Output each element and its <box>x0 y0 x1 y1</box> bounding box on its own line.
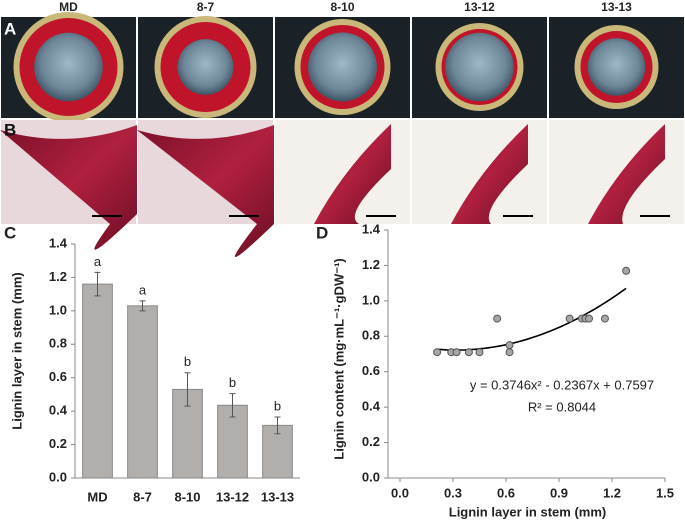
scatter-point <box>505 341 514 350</box>
stem-core <box>34 32 103 102</box>
x-tick-label: 1.2 <box>603 485 621 500</box>
y-tick-label: 0.6 <box>49 369 67 384</box>
r-squared: R² = 0.8044 <box>528 399 596 414</box>
scatter-point <box>475 348 484 357</box>
column-label: MD <box>59 0 78 14</box>
stem-core <box>445 32 514 102</box>
x-tick-label: 1.5 <box>656 485 674 500</box>
panel-label: A <box>4 19 16 38</box>
x-tick-label: 0.3 <box>444 485 462 500</box>
scatter-point <box>505 348 514 357</box>
stem-core <box>177 39 234 95</box>
column-label: 13-13 <box>601 0 632 14</box>
error-bar <box>229 393 236 418</box>
photo-panels <box>0 12 684 257</box>
y-tick-label: 1.2 <box>362 257 380 272</box>
column-label: 13-12 <box>464 0 495 14</box>
x-axis-title: Lignin layer in stem (mm) <box>449 504 606 519</box>
bar <box>82 283 113 479</box>
panel-label: D <box>316 223 328 242</box>
lignin-band <box>588 124 665 224</box>
stem-core <box>587 38 646 96</box>
scatter-point <box>565 314 574 323</box>
x-tick-label: 8-7 <box>133 489 152 504</box>
panel-label: C <box>4 223 16 242</box>
error-bar <box>274 416 281 435</box>
y-tick-label: 0.4 <box>362 399 381 414</box>
y-tick-label: 1.4 <box>362 221 381 236</box>
significance-letter: b <box>229 375 236 390</box>
x-tick-label: 8-10 <box>174 489 200 504</box>
scatter-point <box>622 266 631 275</box>
y-tick-label: 0.4 <box>49 403 68 418</box>
panel-label: B <box>4 120 16 139</box>
y-tick-label: 0.0 <box>49 469 67 484</box>
scatter-point <box>585 314 594 323</box>
error-bar <box>184 372 191 407</box>
x-tick-label: 0.9 <box>550 485 568 500</box>
lignin-band <box>314 124 391 224</box>
lignin-band <box>137 125 274 257</box>
x-tick-label: 13-13 <box>261 489 294 504</box>
scatter-point <box>493 314 502 323</box>
significance-letter: b <box>184 354 191 369</box>
significance-letter: a <box>94 254 102 269</box>
trendline-equation: y = 0.3746x² - 0.2367x + 0.7597 <box>470 377 654 392</box>
y-tick-label: 0.2 <box>362 434 380 449</box>
y-tick-label: 0.8 <box>49 336 67 351</box>
y-tick-label: 1.0 <box>362 292 380 307</box>
y-tick-label: 0.2 <box>49 436 67 451</box>
column-label: 8-7 <box>197 0 215 14</box>
y-tick-label: 1.4 <box>49 235 68 250</box>
y-axis-title: Lignin content (mg·mL⁻¹·gDW⁻¹) <box>331 258 346 459</box>
y-tick-label: 1.0 <box>49 302 67 317</box>
x-tick-label: MD <box>87 489 107 504</box>
scatter-point <box>600 314 609 323</box>
trendline <box>437 287 627 351</box>
column-label: 8-10 <box>330 0 354 14</box>
significance-letter: b <box>274 398 281 413</box>
x-tick-label: 0.0 <box>391 485 409 500</box>
error-bar <box>94 271 101 297</box>
y-axis-title: Lignin layer in stem (mm) <box>9 272 24 429</box>
y-tick-label: 0.0 <box>362 469 380 484</box>
x-tick-label: 0.6 <box>497 485 515 500</box>
x-tick-label: 13-12 <box>216 489 249 504</box>
significance-letter: a <box>139 282 147 297</box>
bar <box>127 305 158 479</box>
y-tick-label: 0.6 <box>362 363 380 378</box>
scatter-point <box>433 348 442 357</box>
y-tick-label: 1.2 <box>49 269 67 284</box>
lignin-band <box>0 125 137 250</box>
stem-core <box>308 32 377 102</box>
error-bar <box>139 300 146 312</box>
scatter-point <box>452 348 461 357</box>
y-tick-label: 0.8 <box>362 328 380 343</box>
scatter-point <box>464 348 473 357</box>
lignin-band <box>451 124 528 224</box>
